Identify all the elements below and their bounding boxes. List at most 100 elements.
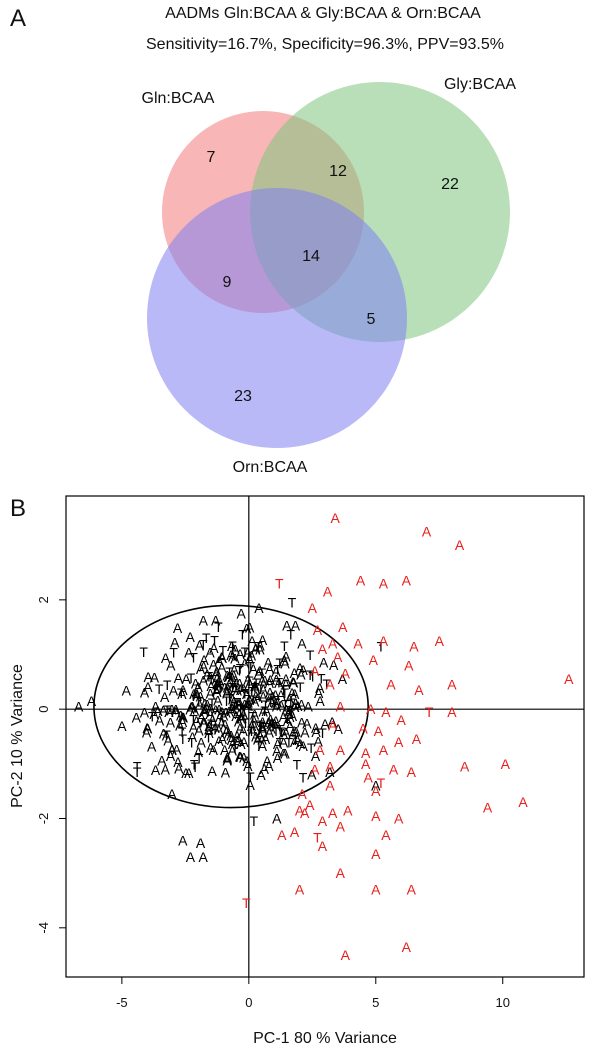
y-tick-label: 2	[36, 596, 51, 603]
data-point-black: A	[211, 702, 221, 718]
data-point-red: A	[371, 808, 381, 824]
data-point-black: A	[245, 651, 255, 667]
data-point-black: A	[186, 629, 196, 645]
data-point-black: A	[163, 733, 173, 749]
venn-count-all-three: 14	[302, 248, 320, 265]
data-point-black: A	[258, 738, 268, 754]
data-point-black: A	[229, 661, 239, 677]
data-point-black: A	[290, 699, 300, 715]
data-point-red: T	[242, 895, 251, 911]
data-point-black: A	[258, 714, 268, 730]
data-point-black: T	[276, 655, 285, 671]
data-point-black: A	[242, 698, 252, 714]
data-point-black: T	[189, 712, 198, 728]
data-point-black: A	[234, 713, 244, 729]
data-point-black: A	[273, 736, 283, 752]
data-point-black: T	[236, 701, 245, 717]
data-point-black: A	[206, 706, 216, 722]
venn-subtitle: Sensitivity=16.7%, Specificity=96.3%, PP…	[146, 36, 504, 53]
data-point-black: A	[214, 701, 224, 717]
venn-set-label-gly-bcaa: Gly:BCAA	[444, 76, 516, 93]
data-point-black: A	[239, 723, 249, 739]
venn-count-orn-only: 23	[234, 388, 252, 405]
data-point-black: A	[239, 681, 249, 697]
data-point-black: A	[228, 736, 238, 752]
y-tick-label: 0	[36, 706, 51, 713]
data-point-black: A	[266, 721, 276, 737]
data-point-black: A	[184, 645, 194, 661]
data-point-black: A	[171, 704, 181, 720]
data-point-black: A	[189, 719, 199, 735]
data-point-red: A	[435, 633, 445, 649]
x-tick: -5	[116, 977, 128, 1010]
data-point-black: A	[181, 765, 191, 781]
data-point-black: A	[228, 648, 238, 664]
data-point-black: A	[193, 679, 203, 695]
x-tick-label: 10	[496, 995, 510, 1010]
data-point-black: A	[232, 728, 242, 744]
data-point-black: T	[163, 702, 172, 718]
data-point-black: A	[211, 612, 221, 628]
data-point-black: A	[243, 672, 253, 688]
data-point-black: A	[254, 600, 264, 616]
data-point-black: A	[257, 732, 267, 748]
data-point-red: A	[412, 731, 422, 747]
data-point-black: A	[231, 642, 241, 658]
data-point-black: T	[240, 703, 249, 719]
data-point-black: A	[167, 702, 177, 718]
data-point-black: A	[178, 714, 188, 730]
data-point-black: A	[265, 690, 275, 706]
confidence-ellipse	[93, 604, 369, 809]
data-point-black: A	[209, 640, 219, 656]
data-point-black: T	[285, 735, 294, 751]
data-point-black: A	[266, 711, 276, 727]
data-point-black: A	[295, 660, 305, 676]
data-point-black: T	[258, 665, 267, 681]
data-point-black: A	[224, 677, 234, 693]
data-point-black: A	[224, 669, 234, 685]
data-point-red: A	[325, 677, 335, 693]
data-point-black: A	[290, 699, 300, 715]
data-point-black: A	[299, 738, 309, 754]
data-point-black: A	[271, 687, 281, 703]
venn-circle-orn-bcaa	[147, 188, 407, 448]
data-point-black: A	[271, 713, 281, 729]
data-point-black: A	[300, 724, 310, 740]
data-point-red: T	[275, 575, 284, 591]
x-tick-label: 5	[372, 995, 379, 1010]
data-point-black: T	[266, 694, 275, 710]
data-point-red: A	[305, 797, 315, 813]
data-point-black: A	[288, 726, 298, 742]
data-point-black: A	[212, 671, 222, 687]
data-point-black: A	[245, 691, 255, 707]
data-point-black: A	[315, 680, 325, 696]
data-point-black: A	[315, 693, 325, 709]
data-point-black: A	[285, 691, 295, 707]
data-point-black: A	[175, 718, 185, 734]
data-point-black: T	[230, 699, 239, 715]
y-tick: 2	[36, 596, 66, 603]
data-point-black: A	[285, 718, 295, 734]
data-point-black: A	[248, 723, 258, 739]
data-point-black: A	[273, 750, 283, 766]
data-point-black: A	[223, 679, 233, 695]
data-point-black: A	[261, 731, 271, 747]
data-point-black: A	[159, 725, 169, 741]
data-point-black: A	[297, 635, 307, 651]
data-point-black: A	[255, 638, 265, 654]
data-point-black: A	[281, 671, 291, 687]
data-point-black: A	[268, 688, 278, 704]
data-point-black: A	[199, 704, 209, 720]
data-point-black: A	[150, 669, 160, 685]
data-point-black: A	[215, 673, 225, 689]
data-point-black: T	[246, 769, 255, 785]
data-point-black: A	[167, 786, 177, 802]
data-point-black: A	[258, 721, 268, 737]
data-point-black: A	[281, 649, 291, 665]
data-point-black: A	[255, 642, 265, 658]
data-point-black: T	[178, 731, 187, 747]
data-point-black: A	[282, 618, 292, 634]
data-point-black: A	[217, 649, 227, 665]
data-point-black: A	[186, 849, 196, 865]
data-point-black: T	[285, 702, 294, 718]
